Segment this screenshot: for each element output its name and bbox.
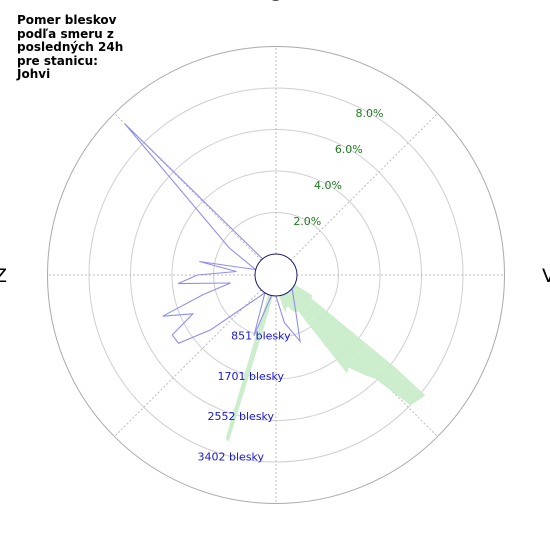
grid-spoke [290,113,438,261]
count-tick-label: 851 blesky [231,330,291,343]
chart-title: Pomer bleskov podľa smeru z posledných 2… [17,13,137,82]
grid-spoke [114,289,262,437]
percent-series-area [225,252,426,442]
title-line: pre stanicu: [17,53,98,68]
count-tick-label: 2552 blesky [208,410,275,423]
direction-label-north: S [270,0,282,6]
center-hole [254,253,298,297]
direction-label-west: Z [0,265,7,287]
count-series-line [124,123,301,344]
grid-ring [47,46,505,504]
percent-tick-label: 6.0% [335,143,363,156]
percent-tick-label: 8.0% [356,107,384,120]
percent-tick-label: 4.0% [314,179,342,192]
direction-label-east: V [542,265,550,287]
grid-ring [171,170,381,380]
title-line: posledných 24h [17,40,124,54]
title-line: podľa smeru z [17,26,114,41]
title-line: Johvi [17,67,51,81]
percent-tick-label: 2.0% [293,215,321,228]
count-tick-label: 1701 blesky [218,370,285,383]
title-line: Pomer bleskov [17,13,117,27]
grid-spoke [290,289,438,437]
count-tick-label: 3402 blesky [198,450,265,463]
